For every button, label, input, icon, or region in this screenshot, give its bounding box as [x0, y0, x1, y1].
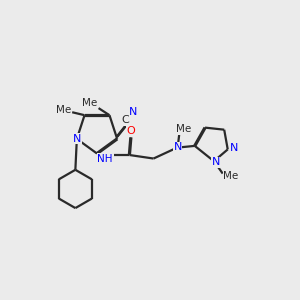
- Text: N: N: [230, 143, 238, 153]
- Text: Me: Me: [56, 105, 72, 115]
- Text: N: N: [212, 158, 220, 167]
- Text: N: N: [73, 134, 81, 144]
- Text: Me: Me: [223, 171, 238, 181]
- Text: Me: Me: [176, 124, 191, 134]
- Text: O: O: [127, 126, 135, 136]
- Text: NH: NH: [98, 154, 113, 164]
- Text: N: N: [129, 107, 137, 117]
- Text: N: N: [173, 142, 182, 152]
- Text: Me: Me: [82, 98, 98, 108]
- Text: C: C: [121, 115, 129, 125]
